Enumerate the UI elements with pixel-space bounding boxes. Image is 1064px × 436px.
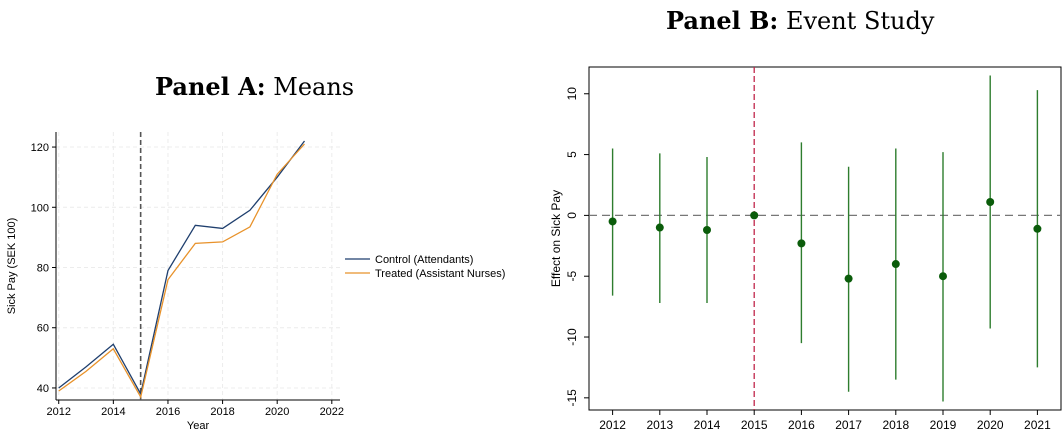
plot-frame [588,66,1062,411]
point-estimate [608,217,617,226]
point-estimate [1033,224,1042,233]
y-tick-label: 40 [37,383,49,395]
x-tick-label: 2016 [788,418,815,432]
y-tick-label: 5 [565,151,579,158]
point-estimate [797,239,806,248]
legend-label: Treated (Assistant Nurses) [375,268,505,280]
x-tick-label: 2012 [599,418,626,432]
x-tick-label: 2015 [741,418,768,432]
y-tick-label: -10 [565,328,579,346]
y-tick-label: 100 [31,202,49,214]
x-tick-label: 2014 [694,418,721,432]
y-tick-label: 0 [565,212,579,219]
x-tick-label: 2020 [977,418,1004,432]
point-estimate [891,260,900,269]
x-tick-label: 2012 [46,406,70,418]
panel-a-title-text: Means [273,73,355,101]
x-tick-label: 2021 [1024,418,1051,432]
y-tick-label: 80 [37,263,49,275]
x-tick-label: 2013 [646,418,673,432]
y-axis-title: Sick Pay (SEK 100) [6,218,18,315]
x-tick-label: 2016 [156,406,180,418]
panel-a-title: Panel A: Means [155,72,354,101]
series-line-control [58,140,306,396]
point-estimate [750,211,759,220]
y-axis-title: Effect on Sick Pay [549,190,563,287]
y-tick-label: -15 [565,389,579,407]
panel-b-title-label: Panel B: [666,6,779,35]
x-tick-label: 2018 [210,406,234,418]
x-tick-label: 2020 [265,406,289,418]
y-tick-label: 120 [31,142,49,154]
series-line-treated [58,143,305,399]
x-tick-label: 2017 [835,418,862,432]
y-tick-label: -5 [565,271,579,282]
point-estimate [986,198,995,207]
point-estimate [844,274,853,283]
panel-b-title-text: Event Study [785,7,935,35]
point-estimate [655,223,664,232]
legend-label: Control (Attendants) [375,254,473,266]
x-axis-title: Year [187,420,210,432]
point-estimate [939,272,947,281]
y-tick-label: 60 [37,323,49,335]
x-tick-label: 2019 [930,418,957,432]
x-tick-label: 2022 [320,406,344,418]
point-estimate [703,225,711,234]
panel-a-title-label: Panel A: [155,72,266,101]
y-tick-label: 10 [565,87,579,101]
x-tick-label: 2014 [101,406,125,418]
x-tick-label: 2018 [882,418,909,432]
panel-b-title: Panel B: Event Study [666,6,934,35]
